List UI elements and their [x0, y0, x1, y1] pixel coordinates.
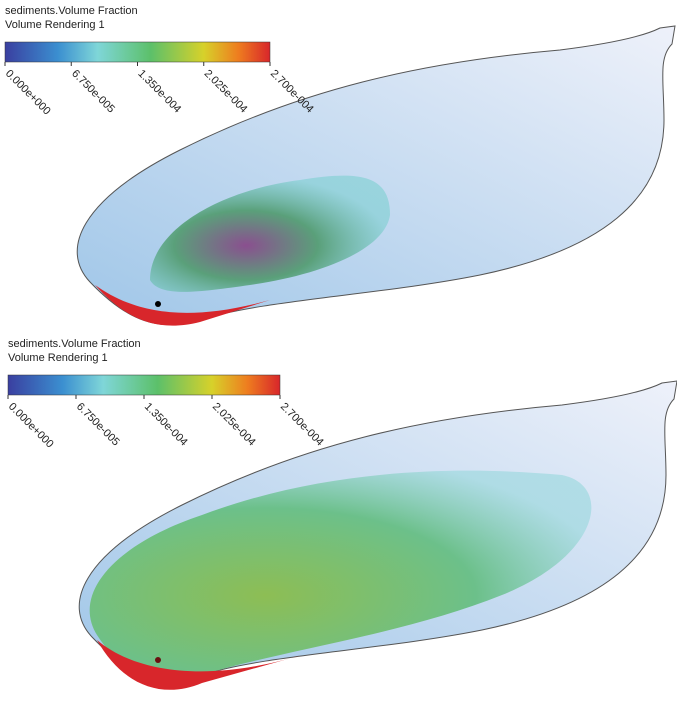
inlet [155, 657, 161, 663]
colorbar [5, 42, 270, 62]
colorbar-tick-label: 1.350e-004 [142, 401, 190, 449]
colorbar [8, 375, 280, 395]
panel-title: sediments.Volume Fraction [8, 338, 141, 350]
colorbar-tick-label: 0.000e+000 [6, 401, 56, 451]
colorbar-tick-label: 6.750e-005 [74, 401, 122, 449]
colorbar-tick-label: 0.000e+000 [3, 68, 53, 118]
colorbar-tick-label: 1.350e-004 [135, 68, 183, 116]
screenshot: sediments.Volume Fraction Volume Renderin… [0, 0, 677, 717]
colorbar-tick-label: 6.750e-005 [69, 68, 117, 116]
colorbar-tick-label: 2.025e-004 [210, 401, 258, 449]
panel [77, 26, 675, 326]
panel-title: sediments.Volume Fraction [5, 5, 138, 17]
colorbar-tick-label: 2.700e-004 [278, 401, 326, 449]
panel-subtitle: Volume Rendering 1 [5, 19, 105, 31]
panel-subtitle: Volume Rendering 1 [8, 352, 108, 364]
inlet [155, 301, 161, 307]
colorbar-tick-label: 2.025e-004 [202, 68, 250, 116]
